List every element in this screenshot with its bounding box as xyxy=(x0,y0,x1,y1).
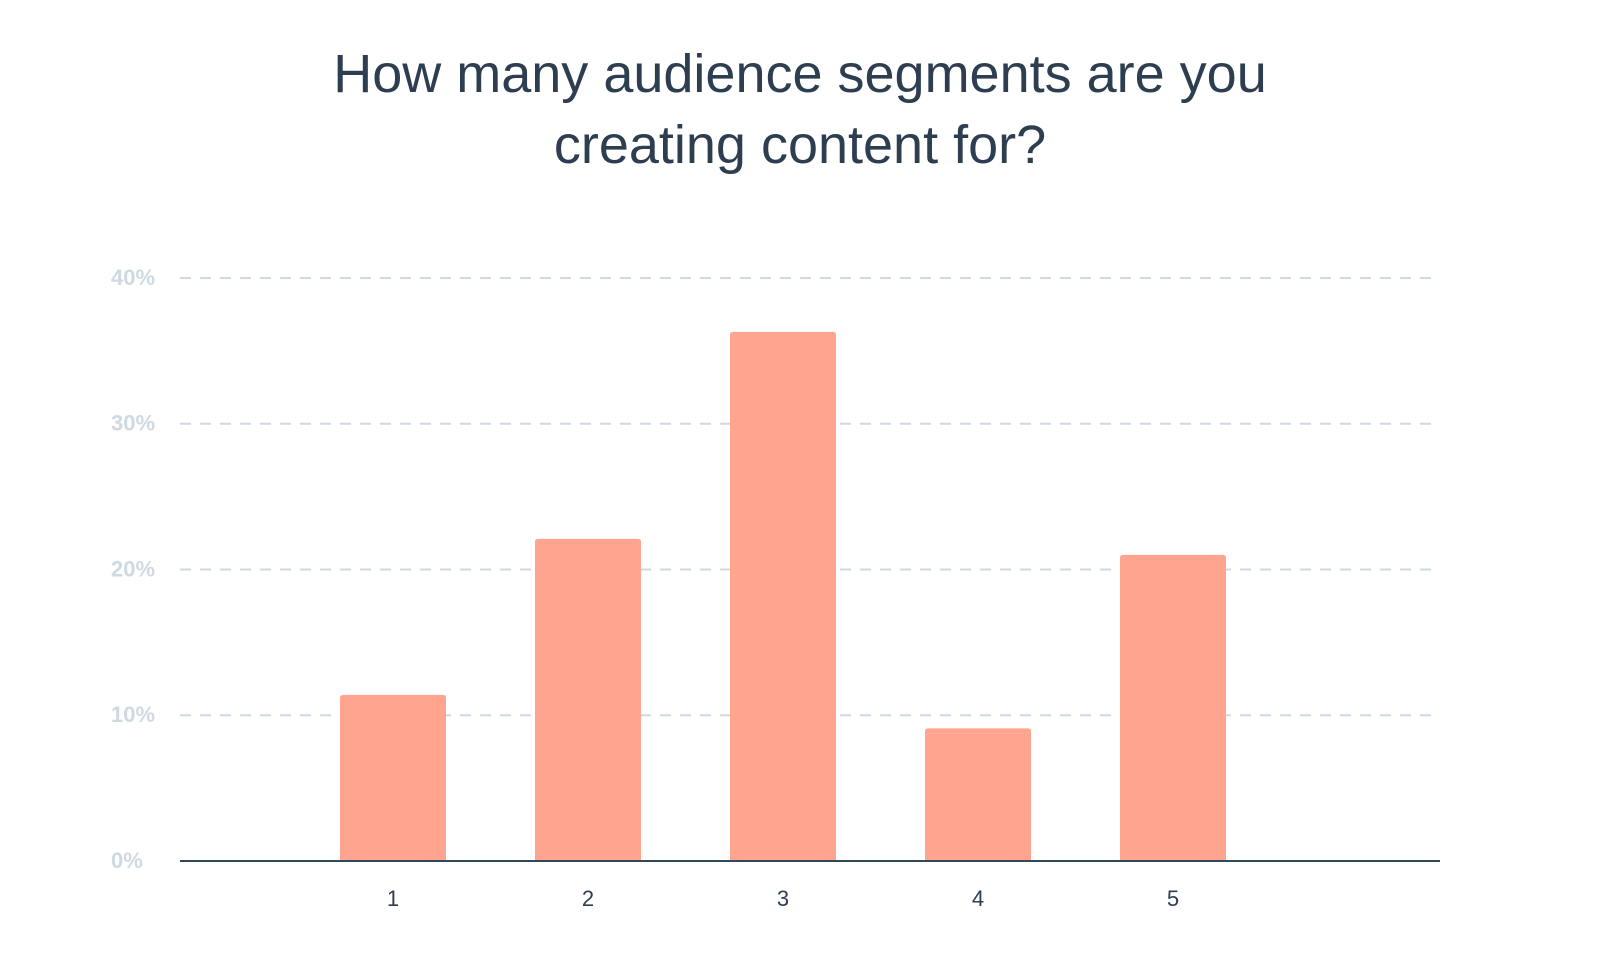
y-tick-label: 40% xyxy=(111,265,155,290)
bar-2 xyxy=(535,538,641,861)
x-tick-label: 3 xyxy=(777,886,789,911)
y-tick-label: 10% xyxy=(111,702,155,727)
chart-title-line-2: creating content for? xyxy=(554,115,1046,175)
x-tick-label: 4 xyxy=(972,886,984,911)
chart-title: How many audience segments are you creat… xyxy=(333,44,1267,175)
bar-5 xyxy=(1120,554,1226,861)
x-axis-tick-labels: 1 2 3 4 5 xyxy=(387,886,1179,911)
x-tick-label: 5 xyxy=(1167,886,1179,911)
bar-1 xyxy=(340,694,446,861)
chart-title-line-1: How many audience segments are you xyxy=(333,44,1267,104)
bar-3 xyxy=(730,331,836,861)
bars xyxy=(340,331,1226,861)
y-tick-label: 0% xyxy=(111,848,143,873)
y-tick-label: 20% xyxy=(111,556,155,581)
bar-4 xyxy=(925,728,1031,861)
x-tick-label: 1 xyxy=(387,886,399,911)
x-tick-label: 2 xyxy=(582,886,594,911)
y-axis-tick-labels: 0% 10% 20% 30% 40% xyxy=(111,265,155,873)
y-tick-label: 30% xyxy=(111,411,155,436)
